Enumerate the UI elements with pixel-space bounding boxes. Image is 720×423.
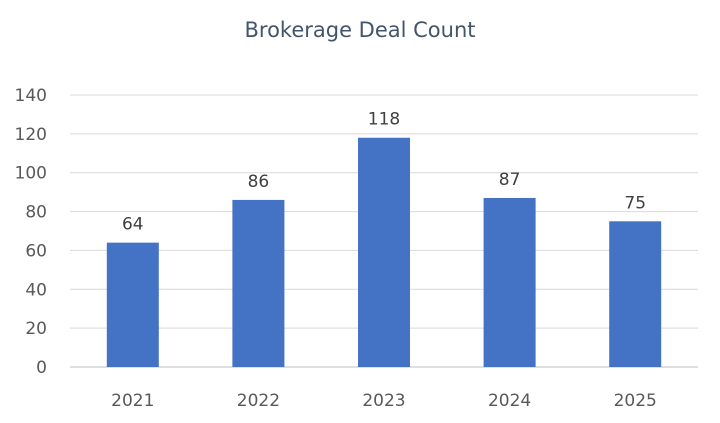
data-label-2023: 118	[368, 110, 400, 130]
y-tick-label: 20	[25, 319, 47, 339]
y-tick-label: 60	[25, 241, 47, 261]
y-tick-label: 0	[36, 358, 47, 378]
bar-2024[interactable]	[483, 197, 536, 367]
bar-2021[interactable]	[106, 242, 159, 367]
x-tick-label-2025: 2025	[614, 391, 657, 411]
data-label-2024: 87	[499, 170, 521, 190]
y-tick-label: 120	[15, 125, 47, 145]
bar-2023[interactable]	[358, 137, 410, 367]
y-tick-label: 40	[25, 280, 47, 300]
x-tick-label-2022: 2022	[237, 391, 280, 411]
x-tick-label-2021: 2021	[111, 391, 154, 411]
y-tick-label: 140	[15, 86, 47, 106]
data-label-2025: 75	[624, 193, 646, 213]
bar-2022[interactable]	[232, 199, 285, 367]
y-tick-label: 80	[25, 203, 47, 223]
y-tick-label: 100	[15, 164, 47, 184]
data-label-2021: 64	[122, 215, 144, 235]
data-label-2022: 86	[248, 172, 270, 192]
x-tick-label-2023: 2023	[362, 391, 405, 411]
chart-title: Brokerage Deal Count	[244, 18, 476, 42]
x-tick-label-2024: 2024	[488, 391, 531, 411]
bar-2025[interactable]	[609, 221, 662, 367]
